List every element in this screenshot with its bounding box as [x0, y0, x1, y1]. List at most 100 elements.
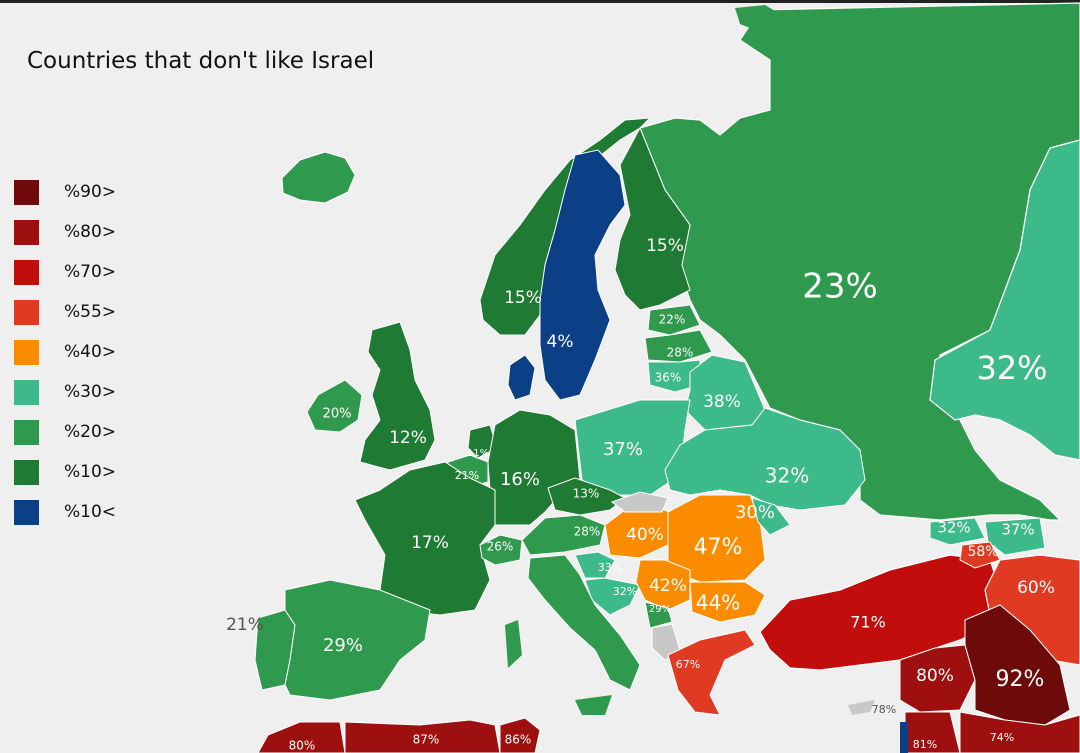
label-romania: 47% [694, 535, 743, 560]
country-russia[interactable] [639, 2, 1080, 521]
label-greece: 67% [676, 658, 700, 671]
country-estonia[interactable] [647, 304, 701, 336]
label-croatia: 32% [613, 585, 637, 598]
country-norway[interactable] [479, 117, 652, 336]
country-azerbaijan[interactable] [984, 517, 1046, 556]
label-jordan: 81% [913, 738, 937, 751]
label-azerbaijan: 37% [1001, 521, 1034, 539]
label-georgia: 32% [937, 519, 970, 537]
legend-label: %80> [64, 222, 117, 242]
country-uk[interactable] [359, 321, 436, 471]
legend-swatch [14, 340, 39, 365]
label-ireland: 20% [323, 407, 352, 422]
legend-label: %30> [64, 382, 117, 402]
map-title: Countries that don't like Israel [27, 48, 375, 74]
label-finland: 15% [646, 236, 684, 256]
country-algeria[interactable] [344, 719, 501, 753]
country-armenia[interactable] [959, 541, 1001, 569]
country-austria[interactable] [521, 514, 606, 556]
label-estonia: 22% [659, 313, 686, 327]
label-hungary: 40% [626, 525, 664, 545]
label-russia: 23% [802, 267, 878, 307]
label-turkey: 71% [850, 613, 886, 632]
country-tunisia[interactable] [499, 717, 541, 753]
country-france[interactable] [354, 461, 496, 616]
legend-swatch [14, 460, 39, 485]
label-slovenia: 33% [598, 561, 622, 574]
country-sweden[interactable] [539, 149, 626, 401]
country-lebanon-israel [900, 722, 908, 753]
label-saudi: 74% [990, 731, 1014, 744]
label-iran: 60% [1017, 578, 1055, 598]
country-morocco[interactable] [257, 721, 346, 753]
country-finland[interactable] [614, 126, 691, 311]
legend-swatch [14, 420, 39, 445]
label-morocco: 80% [289, 739, 316, 753]
country-moldova[interactable] [751, 497, 791, 536]
country-greece[interactable] [667, 629, 756, 716]
island-novaya-zemlya [735, 5, 790, 32]
legend-label: %10< [64, 502, 117, 522]
label-spain: 29% [323, 635, 363, 656]
legend-swatch [14, 300, 39, 325]
country-ukraine[interactable] [664, 407, 866, 511]
country-serbia[interactable] [635, 559, 691, 611]
label-armenia: 58% [967, 544, 998, 560]
country-georgia[interactable] [929, 517, 986, 546]
country-latvia[interactable] [644, 329, 713, 363]
label-portugal: 21% [226, 615, 264, 635]
legend-label: %70> [64, 262, 117, 282]
country-netherlands[interactable] [467, 424, 498, 459]
label-lithuania: 36% [655, 371, 682, 385]
country-montenegro[interactable] [644, 601, 673, 629]
label-germany: 16% [500, 469, 540, 490]
country-ireland[interactable] [306, 379, 363, 433]
country-bulgaria[interactable] [689, 581, 766, 623]
country-slovenia[interactable] [574, 551, 616, 579]
country-kazakhstan[interactable] [929, 139, 1080, 461]
label-czechia: 13% [573, 487, 600, 501]
label-moldova: 30% [735, 502, 775, 523]
island-sardinia [505, 620, 522, 668]
legend-swatch [14, 500, 39, 525]
country-italy[interactable] [527, 554, 641, 691]
label-uk: 12% [389, 428, 427, 448]
label-montenegro: 29% [649, 604, 671, 615]
label-tunisia: 86% [505, 733, 532, 747]
label-syria: 80% [916, 666, 954, 686]
label-latvia: 28% [667, 346, 694, 360]
label-ukraine: 32% [765, 464, 809, 488]
country-iceland[interactable] [281, 151, 356, 204]
legend-label: %55> [64, 302, 117, 322]
country-denmark[interactable] [507, 354, 536, 401]
label-belgium: 21% [455, 469, 479, 482]
label-switzerland: 26% [487, 540, 514, 554]
label-kazakhstan: 32% [976, 349, 1047, 387]
label-bulgaria: 44% [696, 591, 740, 615]
island-sicily [575, 695, 612, 715]
label-iraq: 92% [996, 667, 1045, 692]
country-spain[interactable] [284, 579, 431, 701]
label-france: 17% [411, 533, 449, 553]
country-romania[interactable] [667, 494, 766, 583]
label-algeria: 87% [413, 733, 440, 747]
legend-swatch [14, 260, 39, 285]
legend-label: %10> [64, 462, 117, 482]
country-switzerland[interactable] [479, 534, 523, 566]
legend-label: %40> [64, 342, 117, 362]
legend-label: %20> [64, 422, 117, 442]
legend-swatch [14, 220, 39, 245]
label-belarus: 38% [703, 392, 741, 412]
label-sweden: 4% [547, 332, 574, 352]
country-syria[interactable] [899, 644, 976, 713]
legend-label: %90> [64, 182, 117, 202]
label-serbia: 42% [649, 576, 687, 596]
country-saudi[interactable] [959, 711, 1080, 753]
country-cyprus[interactable] [848, 700, 875, 715]
label-austria: 28% [574, 525, 601, 539]
label-netherlands: 11% [467, 448, 489, 459]
legend-swatch [14, 180, 39, 205]
country-bosnia [610, 491, 669, 513]
